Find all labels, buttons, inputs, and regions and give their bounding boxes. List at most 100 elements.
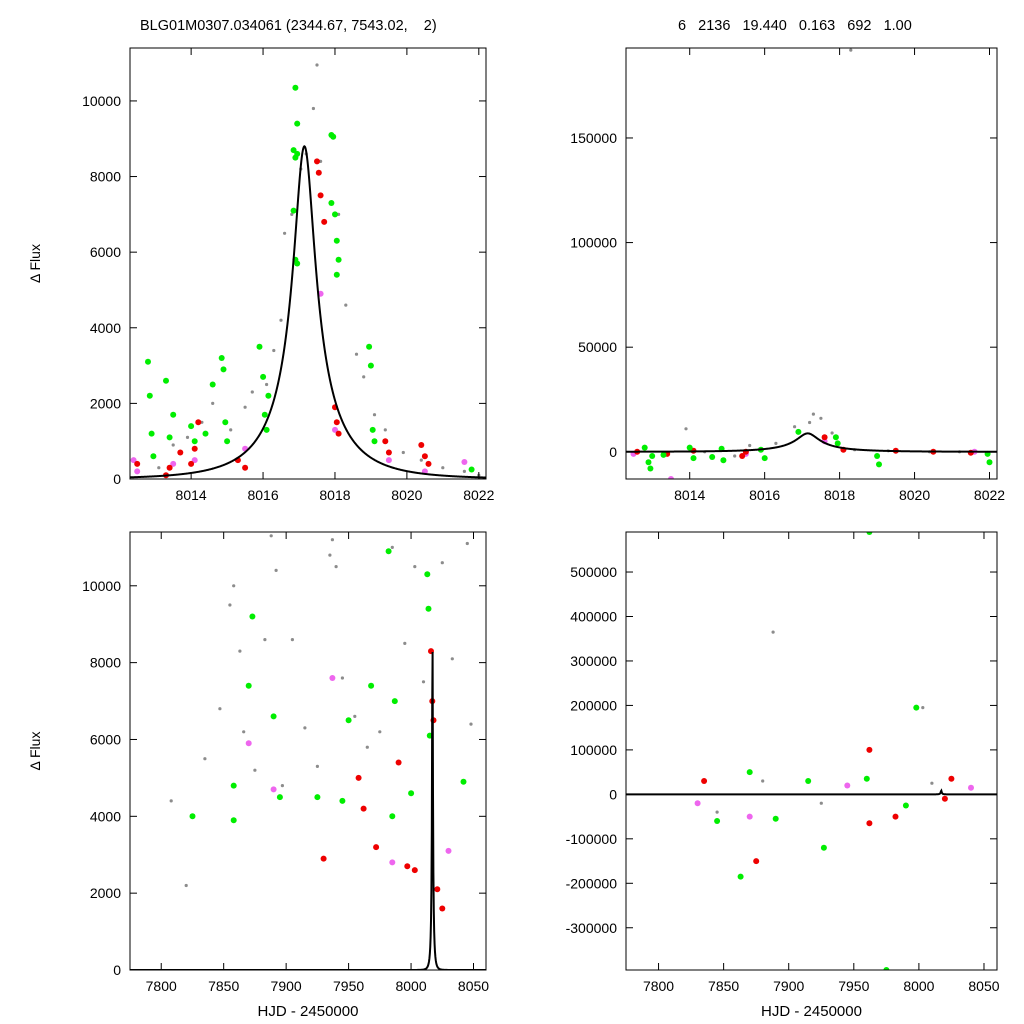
data-point-green bbox=[294, 260, 301, 267]
data-point-green bbox=[772, 815, 779, 822]
x-tick-label: 8014 bbox=[176, 487, 207, 503]
data-point-green bbox=[795, 428, 802, 435]
x-tick-label: 7900 bbox=[773, 978, 804, 994]
plot-frame bbox=[625, 531, 998, 971]
data-point-magenta bbox=[332, 426, 338, 433]
data-point-green bbox=[647, 465, 654, 472]
data-point-green bbox=[913, 704, 920, 711]
data-point-green bbox=[260, 373, 267, 380]
data-point-green bbox=[146, 392, 153, 399]
data-point-gray bbox=[365, 745, 369, 749]
data-point-green bbox=[245, 682, 252, 689]
data-point-green bbox=[866, 532, 873, 535]
data-point-green bbox=[290, 207, 297, 214]
data-point-gray bbox=[315, 764, 319, 769]
data-point-gray bbox=[340, 676, 344, 680]
data-point-green bbox=[385, 548, 392, 555]
header-right: 6 2136 19.440 0.163 692 1.00 bbox=[678, 18, 912, 34]
y-axis-label: Δ Flux bbox=[27, 244, 43, 283]
data-point-gray bbox=[228, 603, 232, 607]
data-point-gray bbox=[243, 405, 247, 409]
data-point-magenta bbox=[746, 813, 753, 820]
data-point-green bbox=[746, 769, 753, 776]
data-point-red bbox=[739, 453, 746, 459]
data-point-green bbox=[292, 84, 299, 91]
data-point-gray bbox=[280, 784, 284, 788]
data-point-gray bbox=[421, 680, 426, 684]
data-point-green bbox=[368, 682, 375, 689]
data-point-magenta bbox=[445, 847, 452, 854]
data-point-green bbox=[709, 454, 716, 460]
x-tick-label: 7900 bbox=[271, 978, 302, 994]
y-tick-label: 100000 bbox=[570, 235, 617, 251]
y-axis-label: Δ Flux bbox=[27, 732, 43, 771]
data-point-red bbox=[355, 774, 362, 781]
data-point-gray bbox=[830, 431, 834, 435]
data-point-green bbox=[874, 453, 881, 459]
data-point-gray bbox=[819, 416, 823, 420]
y-tick-label: 2000 bbox=[90, 395, 121, 411]
y-tick-label: 8000 bbox=[90, 169, 121, 185]
data-point-gray bbox=[238, 649, 242, 653]
data-point-gray bbox=[930, 781, 934, 785]
data-point-green bbox=[332, 211, 338, 218]
data-point-red bbox=[411, 867, 418, 874]
data-point-green bbox=[389, 813, 396, 820]
data-point-green bbox=[222, 419, 229, 426]
x-tick-label: 8016 bbox=[247, 487, 278, 503]
x-tick-label: 8018 bbox=[824, 487, 855, 503]
data-point-green bbox=[335, 256, 342, 263]
data-point-red bbox=[315, 169, 322, 176]
data-point-green bbox=[424, 571, 431, 578]
model-curve bbox=[626, 788, 997, 796]
data-point-gray bbox=[185, 435, 190, 439]
data-point-green bbox=[261, 411, 268, 418]
x-tick-label: 8022 bbox=[974, 487, 1005, 503]
data-point-gray bbox=[169, 799, 173, 803]
data-point-red bbox=[439, 905, 446, 912]
data-point-red bbox=[395, 759, 402, 766]
data-point-green bbox=[986, 459, 993, 466]
data-point-red bbox=[320, 855, 327, 862]
data-point-gray bbox=[334, 565, 338, 569]
data-point-green bbox=[270, 713, 277, 720]
data-point-green bbox=[366, 343, 373, 350]
data-point-gray bbox=[401, 450, 405, 455]
data-point-green bbox=[230, 782, 237, 789]
x-tick-label: 8000 bbox=[903, 978, 934, 994]
data-point-green bbox=[202, 430, 209, 437]
data-point-green bbox=[170, 411, 177, 418]
data-point-gray bbox=[440, 561, 444, 565]
data-point-green bbox=[256, 343, 263, 350]
data-point-green bbox=[163, 377, 169, 384]
data-point-gray bbox=[462, 469, 466, 473]
data-point-green bbox=[876, 461, 882, 468]
y-tick-label: 0 bbox=[113, 962, 121, 978]
data-point-green bbox=[649, 453, 656, 459]
data-point-green bbox=[408, 790, 415, 797]
data-point-gray bbox=[808, 420, 812, 425]
x-tick-label: 8050 bbox=[458, 978, 489, 994]
data-point-gray bbox=[372, 413, 377, 417]
data-point-gray bbox=[303, 726, 307, 730]
data-point-green bbox=[425, 605, 432, 612]
y-tick-label: -300000 bbox=[566, 920, 618, 936]
data-point-gray bbox=[793, 425, 797, 429]
data-point-green bbox=[224, 438, 231, 445]
data-point-red bbox=[382, 438, 389, 445]
data-point-red bbox=[434, 886, 441, 893]
data-point-gray bbox=[330, 538, 334, 542]
data-point-magenta bbox=[385, 457, 392, 464]
data-point-green bbox=[720, 457, 727, 464]
data-point-red bbox=[425, 460, 432, 467]
x-tick-label: 8020 bbox=[391, 487, 422, 503]
data-point-red bbox=[191, 445, 198, 452]
data-point-red bbox=[314, 158, 320, 165]
plot-frame bbox=[625, 47, 998, 480]
data-point-red bbox=[166, 464, 173, 471]
x-tick-label: 7800 bbox=[146, 978, 177, 994]
data-point-red bbox=[333, 419, 340, 426]
data-point-red bbox=[188, 460, 195, 467]
data-point-red bbox=[134, 460, 141, 467]
data-point-green bbox=[714, 818, 721, 824]
